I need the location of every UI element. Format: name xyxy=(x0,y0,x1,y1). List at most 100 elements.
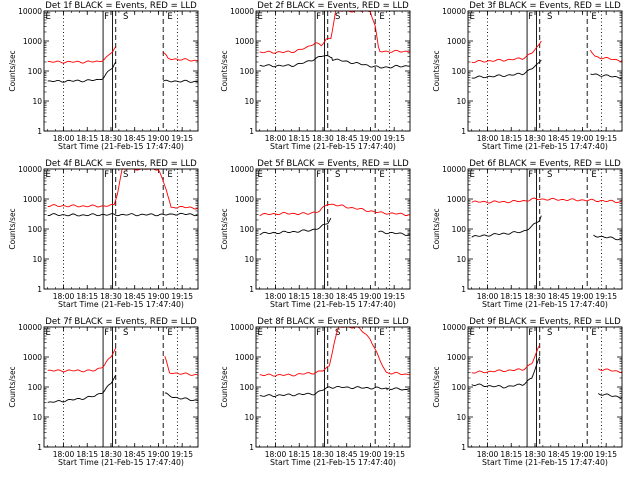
x-axis-label: Start Time (21-Feb-15 17:47:40) xyxy=(270,458,396,467)
y-tick-label: 1000 xyxy=(235,195,254,204)
plot-frame xyxy=(255,10,411,132)
series-line-events xyxy=(47,212,199,217)
y-tick-label: 100 xyxy=(240,67,255,76)
y-tick-label: 1000 xyxy=(447,195,466,204)
x-tick-label: 18:30 xyxy=(100,292,122,301)
y-tick-label: 10000 xyxy=(442,7,466,16)
y-tick-label: 10000 xyxy=(18,323,42,332)
y-tick-label: 10000 xyxy=(442,323,466,332)
y-axis-label: Counts/sec xyxy=(432,366,441,407)
panel-det-8: Det 8f BLACK = Events, RED = LLD 1 10 100 10… xyxy=(220,317,411,467)
y-tick-label: 1 xyxy=(461,127,466,136)
x-axis-label: Start Time (21-Feb-15 17:47:40) xyxy=(482,300,608,309)
panel-title: Det 1f BLACK = Events, RED = LLD xyxy=(45,1,197,11)
x-tick-label: 18:00 xyxy=(265,450,287,459)
x-axis-label: Start Time (21-Feb-15 17:47:40) xyxy=(58,142,184,151)
panel-det-7: Det 7f BLACK = Events, RED = LLD 1 10 100 10… xyxy=(8,317,199,467)
marker-letter: F xyxy=(316,170,321,180)
y-tick-label: 100 xyxy=(240,383,255,392)
series-line-events xyxy=(259,217,332,236)
y-tick-label: 100 xyxy=(28,67,43,76)
plot-frame xyxy=(467,168,623,290)
y-tick-label: 1 xyxy=(461,443,466,452)
plot-frame xyxy=(43,10,199,132)
marker-letter: E xyxy=(258,12,263,22)
series-line-lld xyxy=(598,368,623,374)
marker-letter: E xyxy=(470,12,475,22)
y-tick-label: 100 xyxy=(28,225,43,234)
x-tick-label: 18:00 xyxy=(477,450,499,459)
x-tick-label: 18:30 xyxy=(312,292,334,301)
y-tick-label: 10 xyxy=(32,413,42,422)
series-line-lld xyxy=(259,326,411,377)
marker-letter: F xyxy=(316,12,321,22)
y-tick-label: 1000 xyxy=(23,353,42,362)
marker-letter: E xyxy=(167,328,172,338)
y-tick-label: 10 xyxy=(456,255,466,264)
y-axis-label: Counts/sec xyxy=(432,208,441,249)
y-tick-label: 1000 xyxy=(23,195,42,204)
panel-title: Det 8f BLACK = Events, RED = LLD xyxy=(257,317,409,327)
x-tick-label: 18:30 xyxy=(100,134,122,143)
x-tick-label: 18:30 xyxy=(312,134,334,143)
marker-letter: E xyxy=(258,170,263,180)
x-tick-label: 18:00 xyxy=(53,292,75,301)
x-tick-label: 18:45 xyxy=(548,450,570,459)
y-tick-label: 100 xyxy=(240,225,255,234)
marker-letter: S xyxy=(547,170,552,180)
x-tick-label: 18:15 xyxy=(500,450,522,459)
y-tick-label: 100 xyxy=(452,225,467,234)
x-axis-label: Start Time (21-Feb-15 17:47:40) xyxy=(270,142,396,151)
series-line-events xyxy=(162,79,199,83)
x-tick-label: 19:15 xyxy=(383,292,405,301)
x-tick-label: 19:15 xyxy=(595,134,617,143)
series-line-lld xyxy=(471,40,542,64)
panel-title: Det 6f BLACK = Events, RED = LLD xyxy=(469,159,621,169)
x-tick-label: 18:15 xyxy=(288,134,310,143)
x-tick-label: 19:00 xyxy=(360,292,382,301)
marker-letter: E xyxy=(46,328,51,338)
marker-letter: F xyxy=(104,328,109,338)
y-tick-label: 10000 xyxy=(230,165,254,174)
y-axis-label: Counts/sec xyxy=(8,208,17,249)
marker-letter: S xyxy=(547,12,552,22)
series-line-lld xyxy=(47,46,117,64)
y-tick-label: 1 xyxy=(461,285,466,294)
series-line-lld xyxy=(590,49,623,62)
x-tick-label: 18:15 xyxy=(288,450,310,459)
x-tick-label: 18:15 xyxy=(76,292,98,301)
y-tick-label: 100 xyxy=(28,383,43,392)
panel-title: Det 9f BLACK = Events, RED = LLD xyxy=(469,317,621,327)
y-axis-label: Counts/sec xyxy=(8,50,17,91)
x-tick-label: 18:30 xyxy=(524,292,546,301)
series-line-lld xyxy=(162,51,199,62)
panel-det-3: Det 3f BLACK = Events, RED = LLD 1 10 100 10… xyxy=(432,1,623,151)
y-tick-label: 1 xyxy=(249,285,254,294)
x-tick-label: 18:30 xyxy=(524,134,546,143)
y-tick-label: 10000 xyxy=(230,323,254,332)
marker-letter: S xyxy=(335,12,340,22)
panel-det-9: Det 9f BLACK = Events, RED = LLD 1 10 100 10… xyxy=(432,317,623,467)
marker-letter: E xyxy=(379,170,384,180)
panel-det-5: Det 5f BLACK = Events, RED = LLD 1 10 100 10… xyxy=(220,159,411,309)
x-tick-label: 18:45 xyxy=(124,450,146,459)
series-line-events xyxy=(598,393,623,399)
marker-letter: E xyxy=(470,328,475,338)
y-tick-label: 10 xyxy=(456,97,466,106)
x-tick-label: 18:00 xyxy=(53,450,75,459)
x-axis-label: Start Time (21-Feb-15 17:47:40) xyxy=(482,458,608,467)
x-tick-label: 18:15 xyxy=(76,134,98,143)
x-tick-label: 18:00 xyxy=(53,134,75,143)
marker-letter: S xyxy=(123,12,128,22)
y-tick-label: 10 xyxy=(244,413,254,422)
x-tick-label: 19:00 xyxy=(572,292,594,301)
marker-letter: F xyxy=(316,328,321,338)
marker-letter: E xyxy=(46,12,51,22)
panel-det-4: Det 4f BLACK = Events, RED = LLD 1 10 100 10… xyxy=(8,159,199,309)
panel-title: Det 7f BLACK = Events, RED = LLD xyxy=(45,317,197,327)
marker-letter: E xyxy=(379,328,384,338)
series-line-events xyxy=(593,234,623,241)
y-tick-label: 1 xyxy=(249,127,254,136)
y-tick-label: 10 xyxy=(456,413,466,422)
panel-title: Det 5f BLACK = Events, RED = LLD xyxy=(257,159,409,169)
